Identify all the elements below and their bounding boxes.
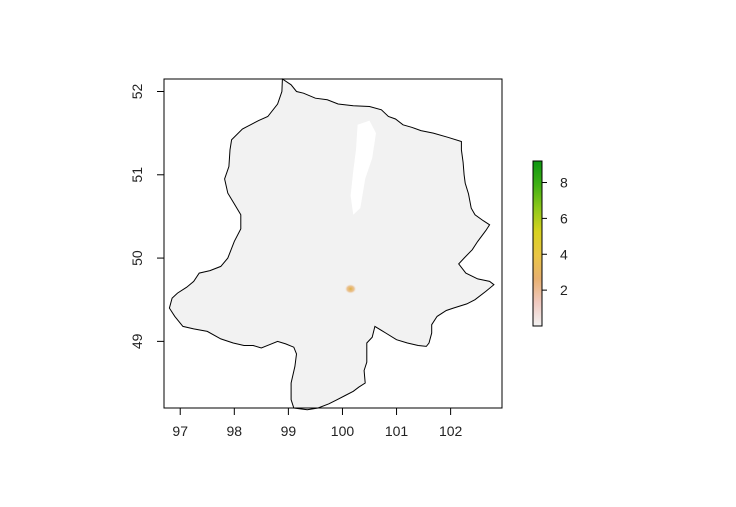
region-boundary xyxy=(168,78,495,411)
colorbar-tick-label: 4 xyxy=(560,246,568,262)
map-content xyxy=(168,78,495,411)
lake xyxy=(350,120,376,215)
y-tick-label: 52 xyxy=(129,83,145,99)
x-tick-label: 99 xyxy=(281,423,297,439)
hotspot xyxy=(344,283,357,294)
x-tick-label: 102 xyxy=(439,423,463,439)
axes: 97 98 99 100 101 102 49 50 51 52 xyxy=(129,83,463,439)
colorbar-tick-label: 8 xyxy=(560,175,568,191)
colorbar-tick-label: 6 xyxy=(560,210,568,226)
x-tick-label: 100 xyxy=(331,423,355,439)
colorbar-tick-label: 2 xyxy=(560,282,568,298)
x-tick-label: 97 xyxy=(172,423,188,439)
colorbar xyxy=(532,160,543,327)
region-fill xyxy=(169,79,494,410)
x-tick-label: 101 xyxy=(385,423,409,439)
y-tick-label: 49 xyxy=(129,333,145,349)
y-tick-label: 50 xyxy=(129,250,145,266)
colorbar-legend: 2 4 6 8 xyxy=(532,160,568,327)
x-tick-label: 98 xyxy=(227,423,243,439)
y-tick-label: 51 xyxy=(129,167,145,183)
